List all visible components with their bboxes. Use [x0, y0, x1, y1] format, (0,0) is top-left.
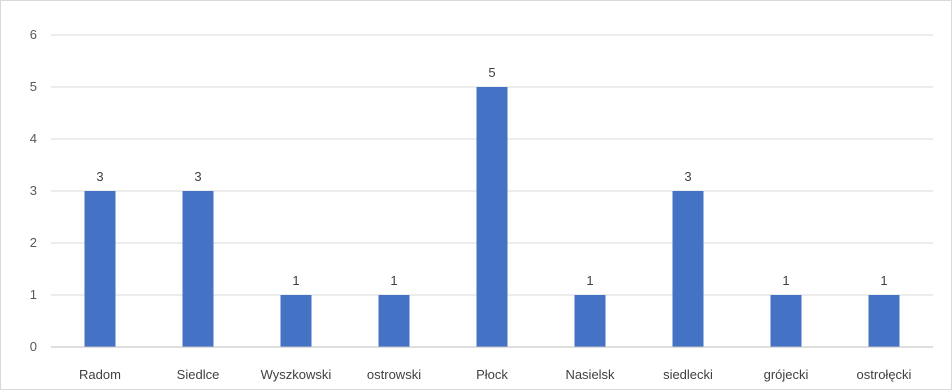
data-label: 1: [586, 273, 593, 288]
bar-4: [476, 87, 508, 347]
bar-0: [84, 191, 116, 347]
bars: [84, 87, 900, 347]
x-category-label: Nasielsk: [565, 367, 615, 382]
x-axis-category-labels: Radom Siedlce Wyszkowski ostrowski Płock Nasi…: [79, 367, 912, 382]
data-label: 1: [782, 273, 789, 288]
data-label: 3: [684, 169, 691, 184]
bar-3: [378, 295, 410, 347]
data-label: 1: [390, 273, 397, 288]
bar-1: [182, 191, 214, 347]
x-category-label: grójecki: [764, 367, 809, 382]
y-tick-label: 1: [30, 287, 37, 302]
x-category-label: ostrowski: [367, 367, 421, 382]
x-category-label: siedlecki: [663, 367, 713, 382]
data-label: 3: [96, 169, 103, 184]
data-label: 1: [292, 273, 299, 288]
x-category-label: Siedlce: [177, 367, 220, 382]
y-tick-label: 2: [30, 235, 37, 250]
bar-2: [280, 295, 312, 347]
data-label: 1: [880, 273, 887, 288]
y-tick-label: 6: [30, 27, 37, 42]
x-category-label: Radom: [79, 367, 121, 382]
x-category-label: Wyszkowski: [261, 367, 332, 382]
bar-5: [574, 295, 606, 347]
x-category-label: Płock: [476, 367, 508, 382]
x-category-label: ostrołęcki: [857, 367, 912, 382]
data-labels: 3 3 1 1 5 1 3 1 1: [96, 65, 887, 288]
bar-8: [868, 295, 900, 347]
data-label: 3: [194, 169, 201, 184]
y-tick-label: 3: [30, 183, 37, 198]
data-label: 5: [488, 65, 495, 80]
y-tick-label: 0: [30, 339, 37, 354]
bar-7: [770, 295, 802, 347]
y-axis-tick-labels: 0 1 2 3 4 5 6: [30, 27, 37, 354]
y-tick-label: 4: [30, 131, 37, 146]
bar-6: [672, 191, 704, 347]
y-tick-label: 5: [30, 79, 37, 94]
